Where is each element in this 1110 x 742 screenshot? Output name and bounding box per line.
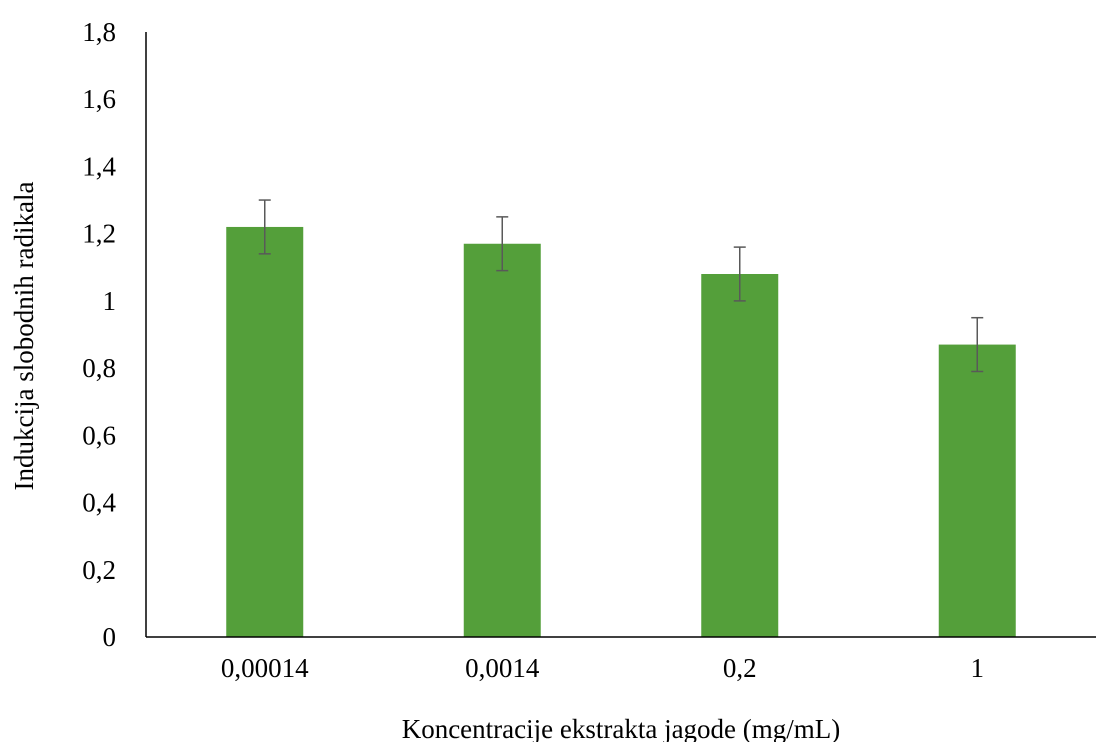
y-tick-label: 0,2: [82, 555, 116, 585]
x-tick-label: 0,00014: [221, 653, 309, 683]
y-tick-label: 0,8: [82, 353, 116, 383]
y-tick-label: 1,2: [82, 219, 116, 249]
bar: [701, 274, 779, 637]
x-tick-label: 0,0014: [465, 653, 540, 683]
x-tick-label: 0,2: [723, 653, 757, 683]
x-tick-labels: 0,00014 0,0014 0,2 1: [221, 653, 984, 683]
x-tick-label: 1: [971, 653, 985, 683]
x-axis-title: Koncentracije ekstrakta jagode (mg/mL): [402, 714, 841, 742]
error-bars-layer: [258, 199, 984, 373]
y-tick-label: 0: [103, 622, 117, 652]
y-tick-label: 1,6: [82, 84, 116, 114]
y-tick-labels: 0 0,2 0,4 0,6 0,8 1 1,2 1,4 1,6 1,8: [82, 17, 116, 652]
y-tick-label: 1,8: [82, 17, 116, 47]
bars-layer: [226, 226, 1016, 637]
axes-layer: [145, 32, 1096, 638]
bar: [226, 226, 304, 637]
y-tick-label: 1,4: [82, 151, 116, 181]
bar: [463, 243, 541, 637]
y-axis-title: Indukcija slobodnih radikala: [9, 182, 39, 491]
bar: [938, 344, 1016, 637]
y-tick-label: 0,4: [82, 488, 116, 518]
y-tick-label: 0,6: [82, 420, 116, 450]
y-tick-label: 1: [103, 286, 117, 316]
